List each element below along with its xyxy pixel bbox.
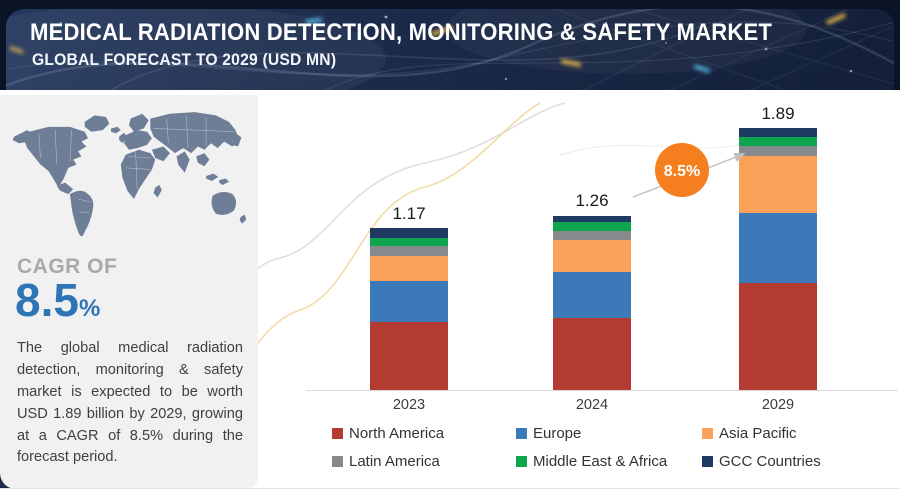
bar-segment xyxy=(739,212,817,284)
legend-label: Middle East & Africa xyxy=(533,452,668,470)
cagr-bubble-label: 8.5% xyxy=(664,163,700,180)
bar-segment xyxy=(370,245,448,256)
header-network-graphic xyxy=(6,9,894,90)
bar-segment xyxy=(553,215,631,223)
bar-segment xyxy=(553,317,631,390)
legend-item: GCC Countries xyxy=(702,449,892,473)
bar-segment xyxy=(370,280,448,323)
bar-2029 xyxy=(739,128,817,390)
legend-swatch xyxy=(516,427,527,439)
bar-total-label: 1.17 xyxy=(392,203,426,223)
x-axis-line xyxy=(306,390,898,391)
x-axis-label: 2024 xyxy=(575,397,609,413)
legend-swatch xyxy=(516,455,527,467)
legend-label: Europe xyxy=(533,424,582,442)
chart-legend: North America Europe Asia Pacific Latin Ame… xyxy=(332,421,892,473)
page-subtitle: GLOBAL FORECAST TO 2029 (USD MN) xyxy=(32,51,337,69)
legend-label: Latin America xyxy=(349,452,440,470)
x-axis-label: 2023 xyxy=(392,397,426,413)
legend-label: North America xyxy=(349,424,445,442)
bar-segment xyxy=(739,128,817,138)
legend-swatch xyxy=(332,427,343,439)
legend-swatch xyxy=(702,455,713,467)
header-background: MEDICAL RADIATION DETECTION, MONITORING … xyxy=(0,0,900,90)
bar-segment xyxy=(553,272,631,318)
page-title: MEDICAL RADIATION DETECTION, MONITORING … xyxy=(30,19,773,46)
bar-total-label: 1.89 xyxy=(761,104,795,124)
cagr-value: 8.5% xyxy=(15,273,100,328)
legend-item: Middle East & Africa xyxy=(516,449,702,473)
bar-2023 xyxy=(370,228,448,390)
bar-segment xyxy=(739,283,817,390)
world-map xyxy=(12,112,247,237)
legend-item: Europe xyxy=(516,421,702,445)
cagr-number: 8.5 xyxy=(15,274,79,326)
legend-item: Latin America xyxy=(332,449,516,473)
cagr-bubble xyxy=(655,143,709,197)
bar-segment xyxy=(553,222,631,232)
legend-swatch xyxy=(332,455,343,467)
bar-segment xyxy=(370,237,448,246)
summary-panel: CAGR OF 8.5% The global medical radiatio… xyxy=(0,95,258,488)
bar-segment xyxy=(739,155,817,213)
market-description: The global medical radiation detection, … xyxy=(17,340,243,466)
bar-2024 xyxy=(553,215,631,390)
bar-segment xyxy=(739,146,817,156)
cagr-percent-sign: % xyxy=(78,295,101,322)
legend-label: Asia Pacific xyxy=(719,424,797,442)
bar-segment xyxy=(370,255,448,281)
legend-item: Asia Pacific xyxy=(702,421,892,445)
legend-item: North America xyxy=(332,421,516,445)
legend-swatch xyxy=(702,427,713,439)
bar-segment xyxy=(739,137,817,147)
bar-segment xyxy=(370,228,448,238)
stacked-bar-chart: 8.5% 1.17 2023 1.26 2024 1.89 2029 xyxy=(258,95,900,420)
x-axis-label: 2029 xyxy=(761,397,795,413)
legend-label: GCC Countries xyxy=(719,452,821,470)
header-banner: MEDICAL RADIATION DETECTION, MONITORING … xyxy=(6,9,894,90)
bar-segment xyxy=(553,231,631,241)
bar-total-label: 1.26 xyxy=(575,191,609,211)
bar-segment xyxy=(370,322,448,390)
bar-segment xyxy=(553,240,631,273)
growth-arrow-icon xyxy=(632,152,746,198)
